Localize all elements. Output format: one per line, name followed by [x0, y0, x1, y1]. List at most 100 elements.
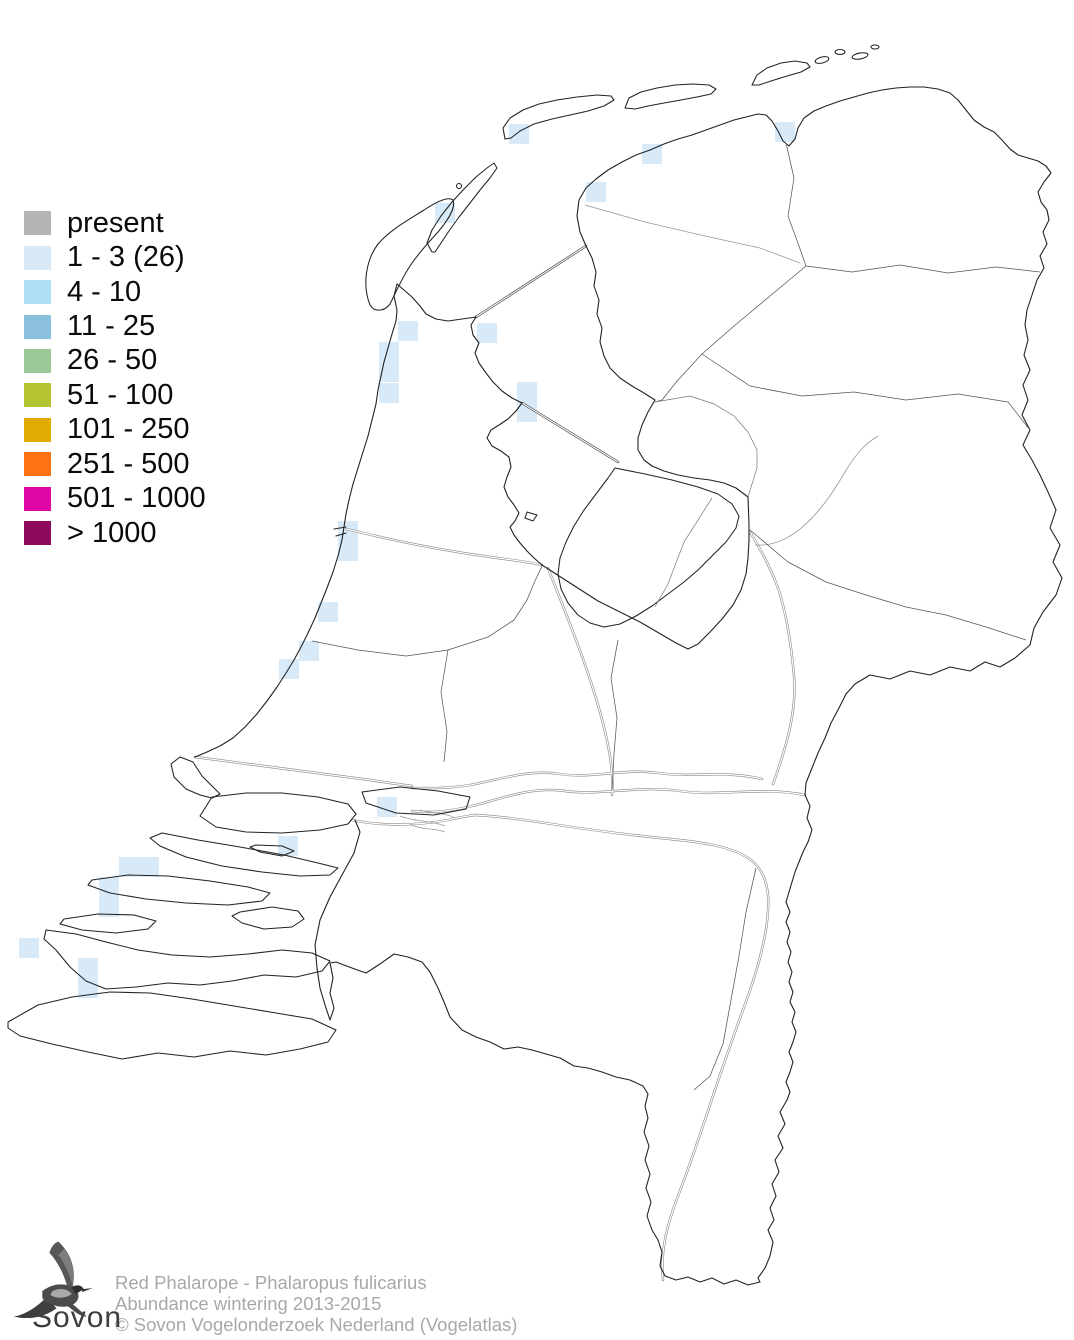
island-voorne-putten — [199, 792, 357, 834]
island-schouwen-duiveland — [87, 874, 271, 906]
abundance-square — [19, 938, 39, 958]
legend-row-6: 101 - 250 — [24, 413, 206, 447]
legend-row-9: > 1000 — [24, 516, 206, 550]
abundance-square — [775, 122, 795, 142]
zeeuws-vlaanderen — [7, 991, 337, 1060]
island-marken — [524, 511, 538, 522]
coast-den-helder — [396, 283, 477, 322]
rivers-group — [193, 244, 807, 1282]
legend-label: 101 - 250 — [67, 413, 190, 446]
houtribdijk-inner — [521, 402, 619, 463]
polder-flevoland — [557, 467, 740, 628]
abundance-square — [99, 877, 119, 897]
coast-limburg-belgian-border — [314, 794, 813, 1286]
province-borders-group — [311, 142, 1041, 1091]
canals-group — [399, 204, 879, 833]
ijmuiden-piers — [333, 526, 347, 537]
legend-label: 51 - 100 — [67, 378, 174, 411]
abundance-square — [398, 321, 418, 341]
legend-swatch — [24, 280, 51, 305]
legend-swatch — [24, 383, 51, 408]
river-waal — [410, 787, 807, 814]
legend-label: 26 - 50 — [67, 344, 158, 377]
legend-row-8: 501 - 1000 — [24, 482, 206, 516]
legend-swatch — [24, 348, 51, 373]
abundance-square — [509, 124, 529, 144]
abundance-square — [379, 383, 399, 403]
abundance-square — [318, 602, 338, 622]
walcheren-zuid-beveland — [43, 929, 331, 990]
legend-label: 4 - 10 — [67, 275, 142, 308]
canal-friesland — [584, 204, 801, 264]
legend-label: 1 - 3 (26) — [67, 241, 185, 274]
island-griend — [455, 182, 463, 190]
legend-row-0: present — [24, 206, 206, 240]
coast-noordholland-west — [194, 283, 398, 758]
legend-row-3: 11 - 25 — [24, 309, 206, 343]
abundance-square — [78, 958, 98, 978]
legend-swatch — [24, 314, 51, 339]
legend-row-1: 1 - 3 (26) — [24, 240, 206, 274]
legend-row-2: 4 - 10 — [24, 275, 206, 309]
abundance-square — [517, 402, 537, 422]
legend-label: 251 - 500 — [67, 447, 190, 480]
noordzeekanaal-inner — [346, 528, 543, 566]
amsterdam-rijnkanaal — [546, 566, 614, 797]
island-vlieland — [426, 162, 498, 253]
island-rottumerplaat — [834, 48, 846, 56]
legend-row-7: 251 - 500 — [24, 447, 206, 481]
abundance-square — [99, 897, 119, 917]
province-borders — [311, 142, 1041, 1091]
legend-row-5: 51 - 100 — [24, 378, 206, 412]
island-ameland — [624, 83, 717, 110]
old-zuiderzee-coast — [654, 395, 758, 498]
afsluitdijk-inner — [475, 245, 587, 318]
abundance-square — [139, 857, 159, 877]
river-nieuwe-waterweg-inner — [194, 756, 413, 787]
island-schiermonnikoog — [751, 60, 811, 86]
legend-swatch — [24, 417, 51, 442]
sovon-logo-text: Sovon — [32, 1301, 123, 1334]
sovon-logo: Sovon — [14, 1238, 214, 1338]
abundance-square — [377, 797, 397, 817]
island-zuiderduin — [870, 44, 880, 50]
abundance-square — [379, 362, 399, 382]
abundance-square — [477, 323, 497, 343]
island-terschelling — [502, 94, 615, 140]
legend-swatch — [24, 452, 51, 477]
abundance-squares-layer — [19, 122, 795, 998]
amsterdam-rijnkanaal-inner — [547, 567, 614, 796]
coast-randmeren-veluwe — [541, 496, 750, 650]
island-goeree-overflakkee — [149, 832, 339, 877]
legend-label: > 1000 — [67, 516, 157, 549]
biesbosch-creeks — [399, 809, 456, 833]
island-simonszand — [814, 56, 830, 64]
abundance-square — [517, 382, 537, 402]
legend-swatch — [24, 211, 51, 236]
sovon-bird-icon — [14, 1241, 93, 1319]
island-tiengemeten — [249, 844, 295, 857]
map-legend: present 1 - 3 (26) 4 - 10 11 - 25 26 - 50 51 … — [24, 206, 206, 550]
abundance-square — [119, 857, 139, 877]
coast-ijsselmeer-west — [470, 316, 543, 566]
legend-label: 11 - 25 — [67, 310, 156, 343]
caption-species: Red Phalarope - Phalaropus fulicarius — [115, 1272, 427, 1293]
abundance-square — [78, 978, 98, 998]
legend-swatch — [24, 486, 51, 511]
legend-label: present — [67, 206, 164, 239]
caption-copyright: © Sovon Vogelonderzoek Nederland (Vogela… — [115, 1313, 518, 1335]
island-noord-beveland — [59, 913, 157, 934]
abundance-square — [642, 144, 662, 164]
islands-group — [7, 44, 880, 1060]
island-tholen — [231, 906, 305, 930]
abundance-square — [379, 342, 399, 362]
coast-friesland-groningen-german-border — [576, 86, 1063, 796]
island-dordrecht — [361, 786, 471, 816]
maasvlakte — [170, 756, 221, 799]
abundance-square — [299, 641, 319, 661]
island-rottumeroog — [851, 52, 869, 60]
legend-row-4: 26 - 50 — [24, 344, 206, 378]
legend-label: 501 - 1000 — [67, 482, 206, 515]
coastline-group — [194, 86, 1063, 1286]
